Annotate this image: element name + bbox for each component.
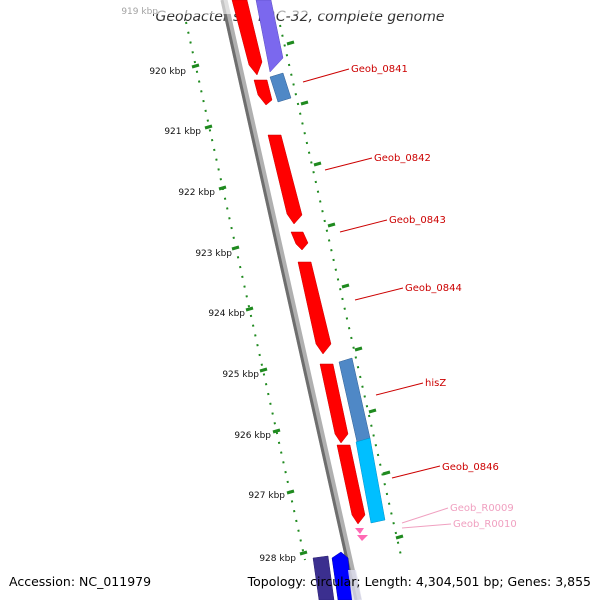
rna-feature — [355, 528, 364, 534]
rna-leaders — [401, 507, 452, 529]
reverse-genes — [255, 0, 386, 600]
gene-feature — [348, 570, 362, 600]
gene-label: Geob_0842 — [374, 153, 431, 164]
top-fade — [120, 0, 460, 14]
kbp-label: 928 kbp — [259, 554, 296, 564]
gene-feature — [255, 0, 284, 73]
gene-label: hisZ — [425, 378, 446, 389]
gene-labels: Geob_0841 Geob_0842 Geob_0843 Geob_0844 … — [351, 64, 499, 473]
left-tick-track — [185, 21, 306, 561]
rna-label: Geob_R0010 — [453, 519, 517, 530]
rna-labels: Geob_R0009 Geob_R0010 — [450, 503, 517, 530]
gene-feature — [312, 555, 335, 600]
genome-stats-text: Topology: circular; Length: 4,304,501 bp… — [247, 574, 591, 589]
left-major-ticks — [191, 63, 308, 556]
gene-feature — [319, 363, 349, 444]
kbp-label: 924 kbp — [208, 309, 245, 319]
gene-label: Geob_0843 — [389, 215, 446, 226]
kbp-label: 923 kbp — [195, 249, 232, 259]
gene-label: Geob_0844 — [405, 283, 462, 294]
rna-label: Geob_R0009 — [450, 503, 514, 514]
gene-feature — [267, 134, 303, 225]
right-tick-track — [279, 24, 403, 561]
kbp-label: 925 kbp — [222, 370, 259, 380]
kbp-label: 927 kbp — [248, 491, 285, 501]
gene-feature — [253, 79, 273, 106]
kbp-label: 926 kbp — [234, 431, 271, 441]
kbp-label: 922 kbp — [178, 188, 215, 198]
gene-feature — [355, 437, 386, 524]
gene-feature — [290, 231, 309, 251]
accession-text: Accession: NC_011979 — [9, 574, 152, 589]
rna-feature — [357, 535, 368, 541]
gene-feature — [269, 72, 292, 103]
gene-feature — [231, 0, 263, 76]
genome-backbone-core — [220, 0, 358, 600]
kbp-label: 921 kbp — [164, 127, 201, 137]
genome-backbone — [220, 0, 362, 600]
gene-label: Geob_0846 — [442, 462, 499, 473]
kbp-labels: 919 kbp 920 kbp 921 kbp 922 kbp 923 kbp … — [121, 7, 296, 564]
label-leaders — [302, 68, 441, 479]
right-major-ticks — [286, 40, 404, 540]
gene-feature — [297, 261, 332, 355]
gene-label: Geob_0841 — [351, 64, 408, 75]
forward-genes — [231, 0, 366, 525]
gene-feature — [336, 444, 366, 525]
kbp-label: 920 kbp — [149, 67, 186, 77]
